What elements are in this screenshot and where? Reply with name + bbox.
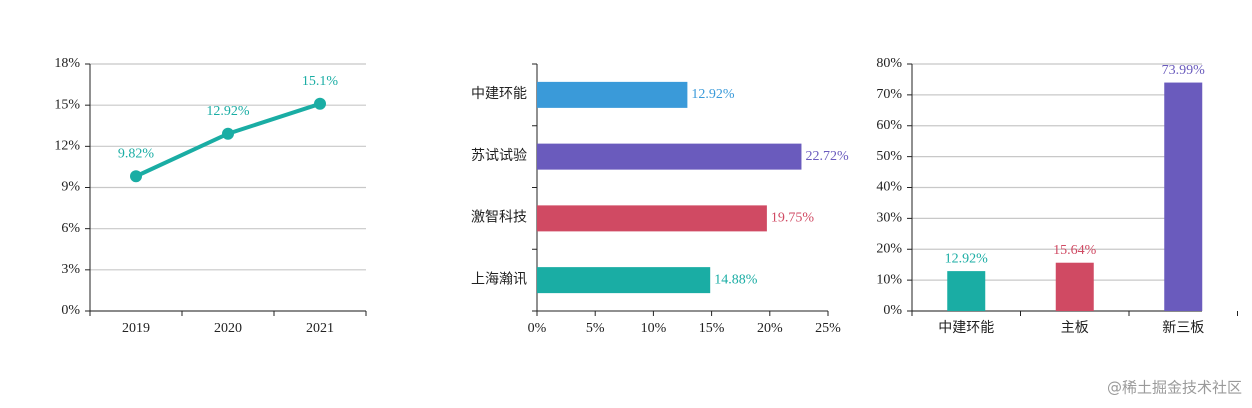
y-tick-label: 18% [54,56,80,71]
y-tick-label: 上海瀚讯 [471,271,527,287]
value-label: 22.72% [805,149,849,164]
value-label: 12.92% [206,104,250,119]
point [314,97,326,110]
y-tick-label: 激智科技 [471,209,527,226]
bar [1055,262,1094,311]
y-tick-label: 9% [61,180,80,195]
y-tick-label: 40% [876,180,902,195]
y-tick-label: 10% [876,272,902,287]
x-tick-label: 5% [586,321,605,336]
bar [537,81,688,108]
y-tick-label: 60% [876,118,902,133]
x-tick-label: 主板 [1061,320,1089,336]
value-label: 19.75% [771,211,815,226]
x-tick-label: 2021 [306,321,334,336]
x-tick-label: 新三板 [1162,320,1204,336]
y-tick-label: 70% [876,87,902,102]
value-label: 9.82% [118,146,155,161]
bar [1164,82,1203,311]
value-label: 12.92% [945,251,989,266]
x-tick-label: 2019 [122,321,150,336]
y-tick-label: 50% [876,149,902,164]
bar [537,143,802,170]
bar [537,267,711,294]
y-tick-label: 20% [876,241,902,256]
x-tick-label: 25% [815,321,841,336]
y-tick-label: 80% [876,56,902,71]
y-tick-label: 30% [876,211,902,226]
bar [537,205,767,232]
point [130,170,142,183]
value-label: 73.99% [1162,63,1206,78]
value-label: 15.1% [302,74,339,89]
x-tick-label: 15% [699,321,725,336]
y-tick-label: 3% [61,262,80,277]
x-tick-label: 中建环能 [938,320,994,336]
y-tick-label: 6% [61,221,80,236]
y-tick-label: 12% [54,139,80,154]
value-label: 12.92% [691,87,735,102]
bar [947,271,986,311]
y-tick-label: 苏试试验 [471,148,527,164]
value-label: 15.64% [1053,243,1097,258]
watermark: @稀土掘金技术社区 [1107,379,1242,397]
x-tick-label: 2020 [214,321,242,336]
y-tick-label: 0% [61,303,80,318]
y-tick-label: 中建环能 [471,86,527,102]
y-tick-label: 15% [54,97,80,112]
point [222,127,234,140]
x-tick-label: 20% [757,321,783,336]
x-tick-label: 0% [528,321,547,336]
value-label: 14.88% [714,272,758,287]
y-tick-label: 0% [883,303,902,318]
x-tick-label: 10% [641,321,667,336]
